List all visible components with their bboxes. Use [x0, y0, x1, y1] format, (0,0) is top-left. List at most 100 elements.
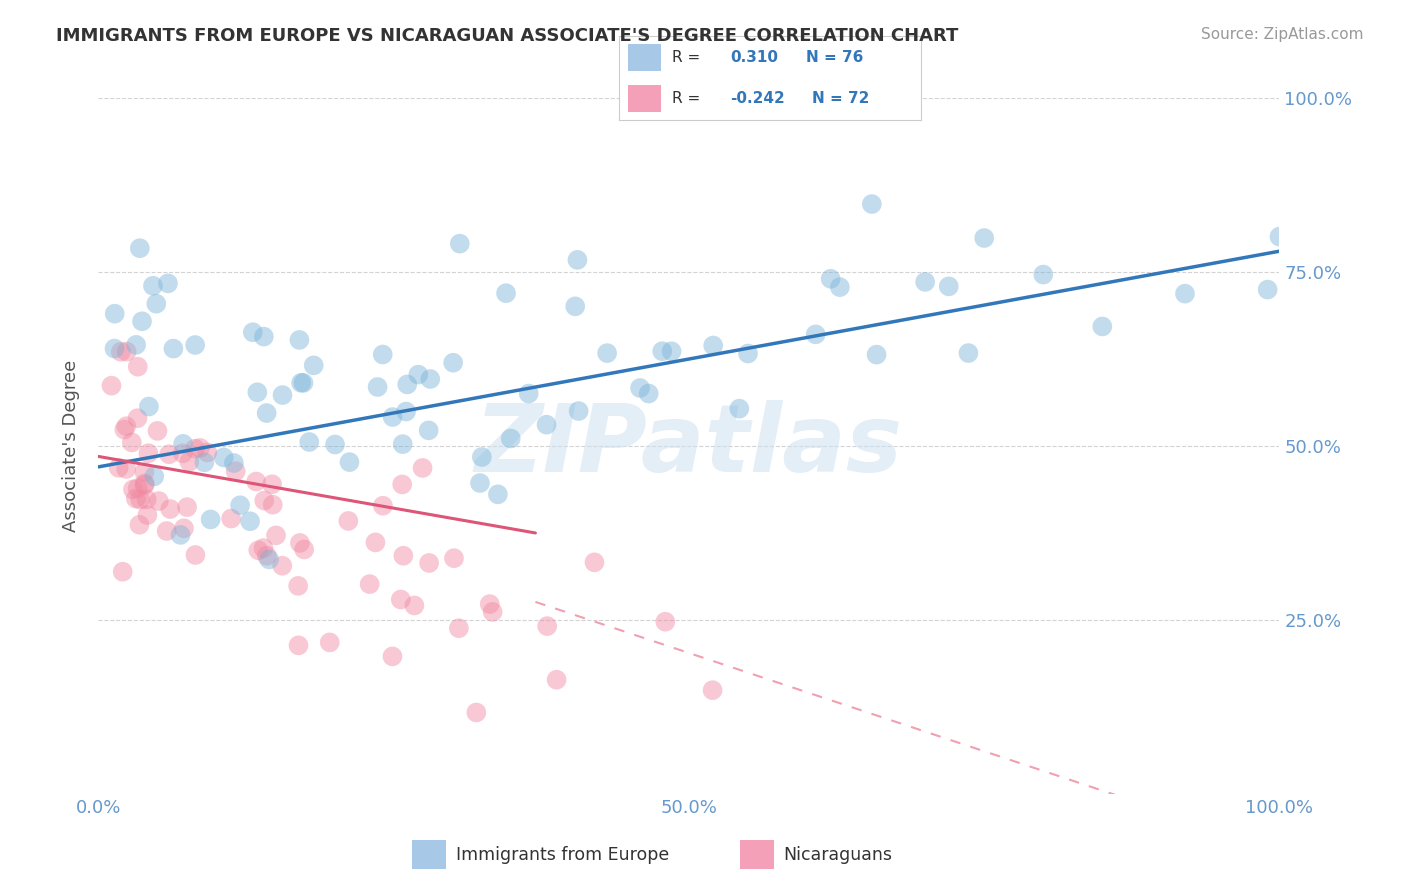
- Point: [169, 528, 191, 542]
- Point: [567, 252, 589, 267]
- Point: [115, 462, 138, 476]
- FancyBboxPatch shape: [740, 840, 775, 869]
- Point: [486, 487, 509, 501]
- Point: [1257, 283, 1279, 297]
- Point: [287, 638, 309, 652]
- Point: [359, 577, 381, 591]
- Point: [583, 555, 606, 569]
- Point: [499, 432, 522, 446]
- Text: 0.310: 0.310: [731, 50, 779, 65]
- Point: [247, 543, 270, 558]
- Point: [212, 450, 235, 465]
- Point: [242, 325, 264, 339]
- Point: [225, 464, 247, 478]
- Point: [737, 346, 759, 360]
- Point: [468, 475, 491, 490]
- Point: [1091, 319, 1114, 334]
- Point: [115, 419, 138, 434]
- FancyBboxPatch shape: [627, 85, 661, 112]
- Point: [262, 477, 284, 491]
- Point: [162, 342, 184, 356]
- Point: [115, 344, 138, 359]
- Point: [138, 446, 160, 460]
- Point: [465, 706, 488, 720]
- Point: [127, 481, 149, 495]
- Point: [568, 404, 591, 418]
- Point: [134, 465, 156, 479]
- Point: [371, 347, 394, 361]
- Point: [447, 621, 470, 635]
- Point: [404, 599, 426, 613]
- Point: [1268, 229, 1291, 244]
- Point: [135, 492, 157, 507]
- Point: [364, 535, 387, 549]
- Point: [957, 346, 980, 360]
- Point: [804, 327, 827, 342]
- Point: [517, 386, 540, 401]
- Point: [219, 511, 242, 525]
- Point: [654, 615, 676, 629]
- Point: [134, 476, 156, 491]
- Point: [121, 435, 143, 450]
- Text: Nicaraguans: Nicaraguans: [783, 846, 893, 863]
- Point: [127, 359, 149, 374]
- Point: [298, 435, 321, 450]
- Point: [157, 447, 180, 461]
- Text: Source: ZipAtlas.com: Source: ZipAtlas.com: [1201, 27, 1364, 42]
- Point: [107, 460, 129, 475]
- Point: [564, 299, 586, 313]
- Point: [179, 455, 201, 469]
- Point: [287, 579, 309, 593]
- Point: [339, 455, 361, 469]
- Point: [122, 483, 145, 497]
- Point: [125, 491, 148, 506]
- Point: [143, 469, 166, 483]
- Point: [418, 423, 440, 437]
- Point: [134, 478, 156, 492]
- Point: [188, 441, 211, 455]
- Point: [136, 508, 159, 522]
- Point: [176, 500, 198, 515]
- Point: [973, 231, 995, 245]
- Point: [271, 558, 294, 573]
- Point: [441, 356, 464, 370]
- Point: [546, 673, 568, 687]
- Point: [200, 512, 222, 526]
- Point: [156, 277, 179, 291]
- Point: [371, 499, 394, 513]
- Point: [100, 378, 122, 392]
- Point: [264, 528, 287, 542]
- Point: [412, 461, 434, 475]
- Point: [145, 296, 167, 310]
- Point: [637, 386, 659, 401]
- Point: [125, 338, 148, 352]
- Text: N = 76: N = 76: [806, 50, 863, 65]
- Point: [471, 450, 494, 464]
- Point: [865, 348, 887, 362]
- Point: [245, 475, 267, 489]
- Point: [142, 278, 165, 293]
- Point: [536, 619, 558, 633]
- Point: [302, 359, 325, 373]
- Point: [728, 401, 751, 416]
- Point: [381, 649, 404, 664]
- Point: [127, 411, 149, 425]
- Point: [131, 314, 153, 328]
- Y-axis label: Associate's Degree: Associate's Degree: [62, 359, 80, 533]
- Point: [290, 376, 312, 390]
- Point: [392, 549, 415, 563]
- Point: [395, 404, 418, 418]
- Point: [938, 279, 960, 293]
- Point: [292, 542, 315, 557]
- Point: [596, 346, 619, 360]
- Point: [536, 417, 558, 432]
- Point: [702, 683, 724, 698]
- Point: [914, 275, 936, 289]
- Point: [419, 372, 441, 386]
- Point: [257, 552, 280, 566]
- Point: [239, 514, 262, 528]
- Point: [222, 456, 245, 470]
- Point: [184, 548, 207, 562]
- Point: [288, 536, 311, 550]
- Point: [449, 236, 471, 251]
